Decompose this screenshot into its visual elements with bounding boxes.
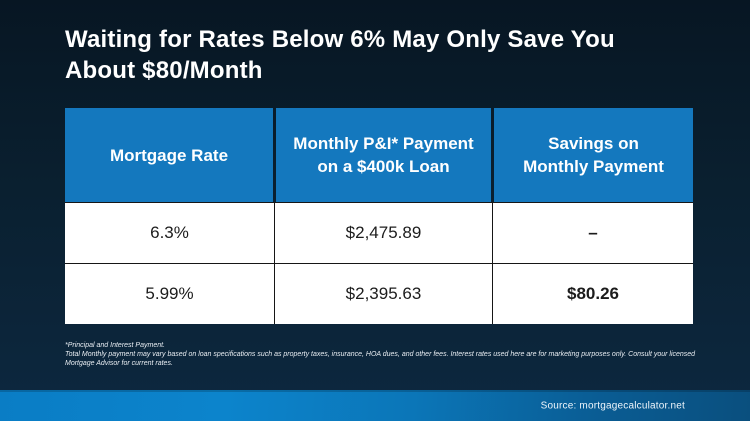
source-attribution: Source: mortgagecalculator.net	[540, 400, 685, 411]
footnote-line-disclaimer: Total Monthly payment may vary based on …	[65, 351, 696, 367]
table-cell-savings-row2: $80.26	[493, 264, 693, 324]
column-header-monthly-payment: Monthly P&I* Payment on a $400k Loan	[276, 108, 491, 202]
table-header-row: Mortgage Rate Monthly P&I* Payment on a …	[65, 108, 693, 202]
table-cell-rate-row1: 6.3%	[65, 203, 274, 263]
column-header-mortgage-rate: Mortgage Rate	[65, 108, 273, 202]
table-cell-rate-row2: 5.99%	[65, 264, 274, 324]
table-cell-payment-row2: $2,395.63	[275, 264, 492, 324]
table-cell-savings-row1: –	[493, 203, 693, 263]
footnote-line-principal: *Principal and Interest Payment.	[65, 342, 165, 349]
slide-title: Waiting for Rates Below 6% May Only Save…	[65, 26, 615, 84]
table-cell-payment-row1: $2,475.89	[275, 203, 492, 263]
disclaimer-footnote: *Principal and Interest Payment. Total M…	[65, 341, 710, 368]
rate-comparison-table: Mortgage Rate Monthly P&I* Payment on a …	[65, 108, 693, 324]
footer-bar: Source: mortgagecalculator.net	[0, 390, 750, 421]
table-body: 6.3% $2,475.89 – 5.99% $2,395.63 $80.26	[65, 202, 693, 324]
column-header-savings: Savings on Monthly Payment	[494, 108, 693, 202]
